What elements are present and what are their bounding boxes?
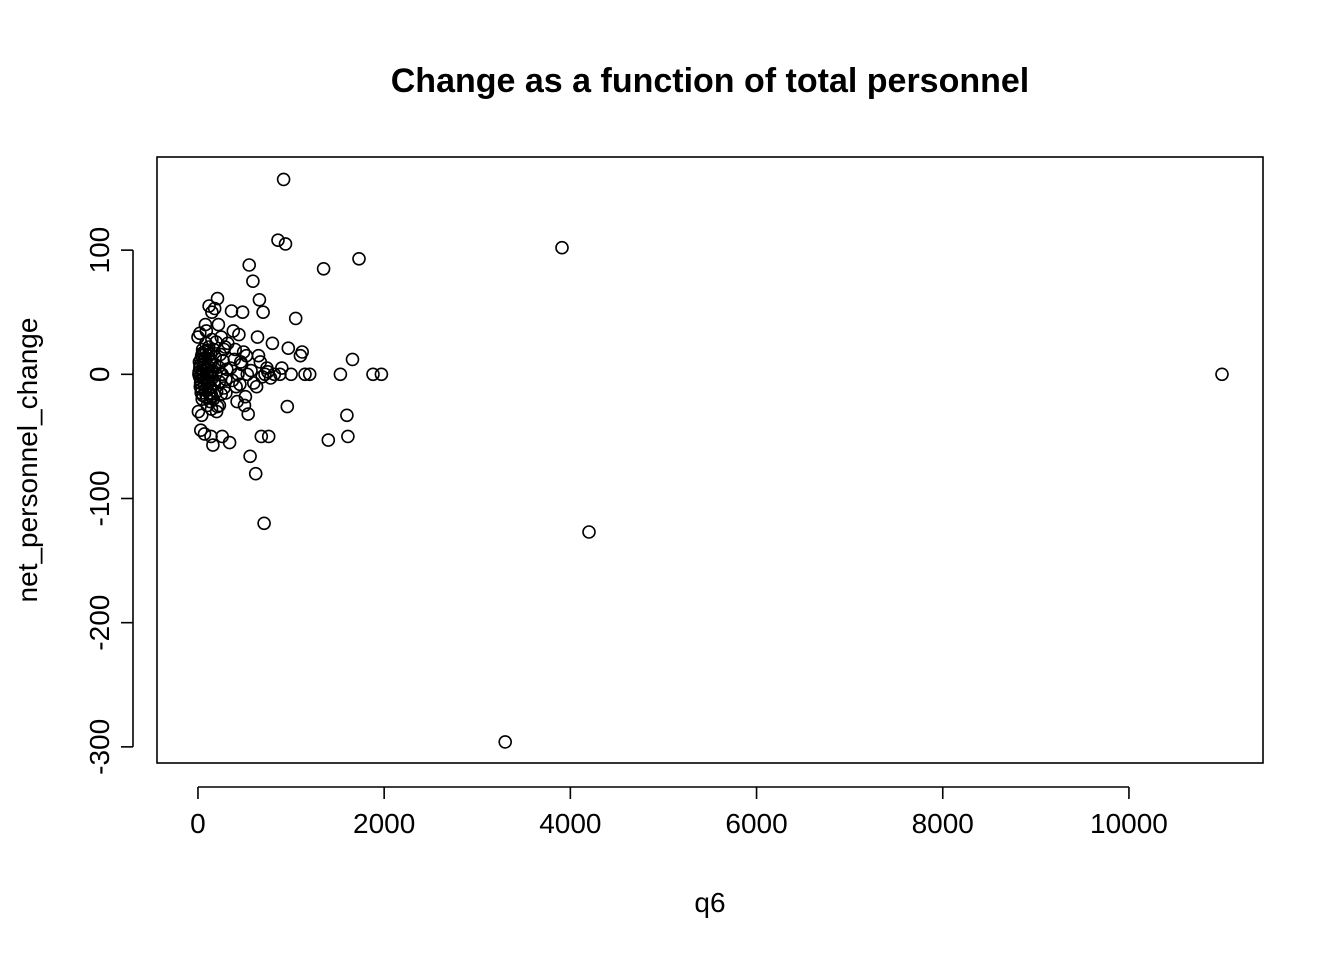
- data-point: [227, 352, 242, 367]
- data-point: [260, 364, 275, 379]
- data-point: [209, 404, 224, 419]
- data-point: [204, 387, 218, 402]
- plot-frame: [156, 156, 1264, 764]
- data-point: [352, 251, 366, 266]
- data-point: [247, 376, 261, 390]
- data-point: [250, 330, 265, 344]
- data-point: [207, 301, 222, 316]
- data-point: [198, 317, 213, 332]
- data-point: [237, 398, 252, 413]
- data-point: [210, 399, 225, 414]
- x-tick-label: 4000: [539, 808, 601, 839]
- data-point: [249, 379, 264, 394]
- y-tick-label: 100: [84, 227, 115, 274]
- data-point: [288, 311, 303, 326]
- data-point: [253, 355, 268, 369]
- data-points: [191, 172, 1229, 749]
- data-point: [206, 438, 220, 452]
- data-point: [316, 261, 331, 276]
- data-point: [204, 364, 219, 379]
- data-point: [243, 449, 257, 464]
- data-point: [278, 237, 293, 251]
- data-point: [281, 341, 296, 356]
- y-tick-label: -200: [84, 595, 115, 651]
- data-point: [257, 516, 271, 531]
- data-point: [498, 735, 513, 749]
- data-point: [210, 291, 225, 306]
- data-point: [241, 407, 255, 421]
- data-point: [374, 367, 389, 382]
- y-tick-label: -300: [84, 719, 115, 775]
- data-point: [1215, 367, 1229, 382]
- data-point: [244, 363, 258, 378]
- x-tick-label: 2000: [353, 808, 415, 839]
- data-point: [232, 327, 246, 342]
- data-point: [242, 258, 256, 272]
- data-point: [233, 377, 247, 392]
- data-point: [238, 389, 253, 404]
- data-point: [261, 429, 276, 444]
- data-point: [298, 367, 312, 382]
- data-point: [200, 391, 214, 405]
- data-point: [204, 347, 218, 362]
- data-point: [263, 371, 278, 385]
- x-tick-label: 6000: [725, 808, 787, 839]
- data-point: [256, 305, 270, 320]
- data-point: [280, 399, 295, 414]
- data-point: [235, 305, 250, 320]
- data-point: [222, 435, 237, 450]
- x-axis: 0 2000 4000 6000 8000 10000: [190, 786, 1168, 839]
- data-point: [265, 336, 280, 351]
- data-point: [215, 429, 229, 444]
- data-point: [202, 374, 216, 389]
- data-point: [582, 525, 596, 539]
- data-point: [228, 342, 242, 357]
- data-point: [295, 345, 310, 359]
- data-point: [219, 386, 233, 400]
- y-tick-label: 0: [84, 367, 115, 383]
- data-point: [194, 408, 209, 423]
- data-point: [224, 304, 239, 318]
- x-tick-label: 0: [190, 808, 206, 839]
- data-point: [555, 240, 569, 255]
- data-point: [366, 367, 380, 382]
- y-tick-label: -100: [84, 470, 115, 526]
- data-point: [340, 408, 354, 423]
- data-point: [203, 381, 217, 395]
- data-point: [248, 466, 263, 481]
- data-point: [341, 429, 355, 444]
- data-point: [191, 404, 206, 419]
- data-point: [197, 427, 212, 441]
- data-point: [204, 429, 218, 444]
- data-point: [199, 343, 214, 358]
- x-tick-label: 8000: [912, 808, 974, 839]
- data-point: [252, 292, 267, 307]
- chart-title: Change as a function of total personnel: [391, 62, 1030, 100]
- data-point: [194, 423, 208, 438]
- data-point: [345, 352, 360, 367]
- data-point: [205, 305, 219, 320]
- data-point: [333, 367, 348, 382]
- x-tick-label: 10000: [1090, 808, 1168, 839]
- data-point: [251, 348, 266, 363]
- data-point: [254, 429, 269, 444]
- data-point: [240, 367, 255, 382]
- data-point: [302, 367, 317, 382]
- data-point: [246, 274, 260, 289]
- data-point: [284, 367, 298, 382]
- data-point: [271, 233, 285, 247]
- data-point: [321, 433, 336, 447]
- data-point: [276, 172, 291, 187]
- x-axis-label: q6: [694, 887, 725, 918]
- y-axis: -300 -200 -100 0 100: [84, 227, 134, 775]
- data-point: [199, 324, 214, 338]
- data-point: [274, 361, 289, 375]
- data-point: [212, 398, 227, 413]
- data-point: [211, 317, 226, 332]
- data-point: [219, 372, 233, 387]
- y-axis-label: net_personnel_change: [12, 318, 43, 603]
- data-point: [236, 345, 251, 359]
